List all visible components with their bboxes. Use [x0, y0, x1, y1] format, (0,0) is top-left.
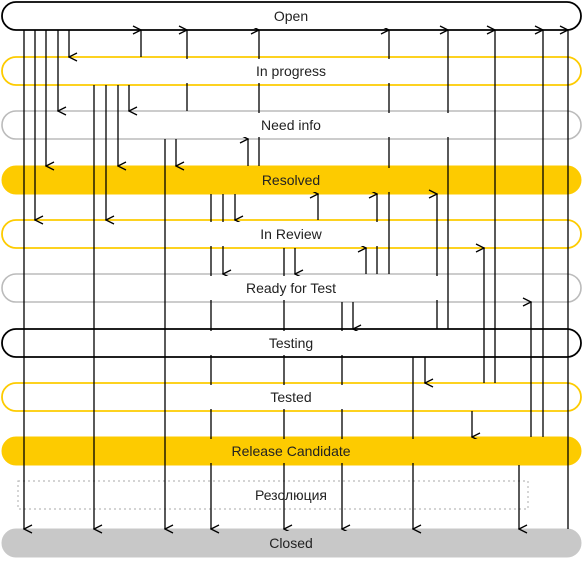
- label-backdrop: [230, 531, 360, 555]
- label-tested: Tested: [270, 389, 311, 405]
- label-in-review: In Review: [260, 226, 322, 242]
- label-backdrop: [150, 113, 470, 137]
- label-backdrop: [140, 59, 440, 83]
- label-closed: Closed: [269, 535, 313, 551]
- label-testing: Testing: [269, 335, 313, 351]
- label-backdrop: [200, 331, 420, 355]
- label-open: Open: [274, 8, 308, 24]
- label-resolved: Resolved: [262, 172, 320, 188]
- label-backdrop: [195, 168, 395, 192]
- label-backdrops: [140, 4, 545, 555]
- label-backdrop: [210, 222, 380, 246]
- label-backdrop: [185, 439, 545, 463]
- label-resolution: Резолюция: [255, 487, 327, 503]
- lane-resolution: [17, 480, 529, 510]
- status-labels: Open In progress Need info Resolved In Revie…: [231, 8, 350, 551]
- label-backdrop: [205, 385, 395, 409]
- label-backdrop: [190, 276, 440, 300]
- label-need-info: Need info: [261, 117, 321, 133]
- label-backdrop: [210, 4, 390, 28]
- label-ready-for-test: Ready for Test: [246, 280, 336, 296]
- label-release-candidate: Release Candidate: [231, 443, 350, 459]
- label-in-progress: In progress: [256, 63, 326, 79]
